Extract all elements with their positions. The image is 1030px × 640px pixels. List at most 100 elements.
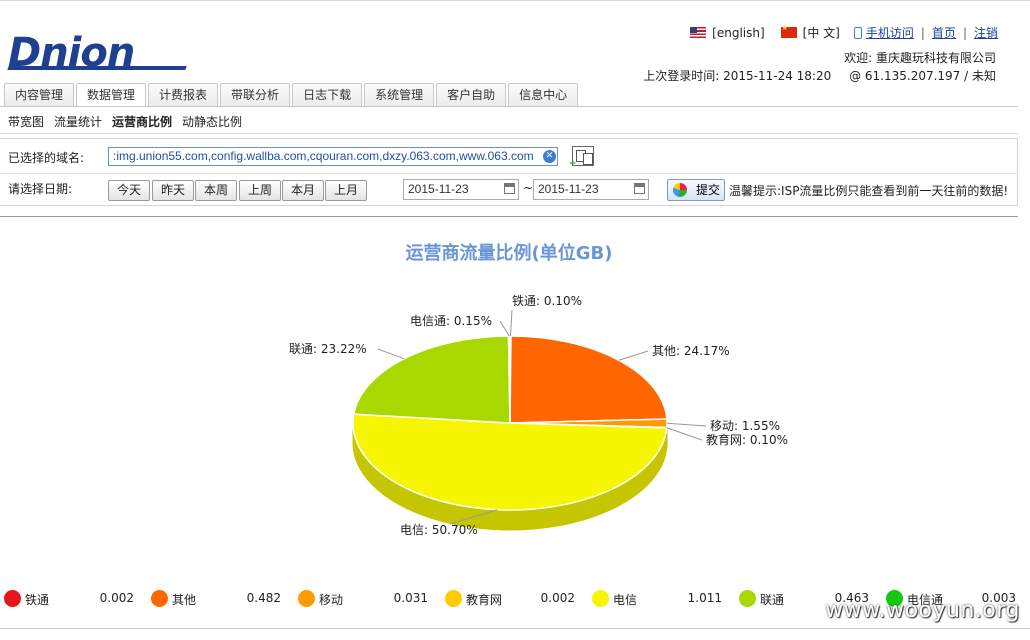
watermark: www.wooyun.org: [825, 598, 1020, 623]
subnav-bandwidth-chart[interactable]: 带宽图: [8, 115, 45, 129]
calendar-icon[interactable]: [634, 183, 645, 194]
mobile-access-link[interactable]: 手机访问: [865, 26, 914, 40]
tab-data-management[interactable]: 数据管理: [76, 83, 147, 107]
legend-color-dot: [4, 590, 21, 607]
pie-slice-5[interactable]: [352, 335, 511, 424]
isp-pie-chart: 铁通: 0.10% 其他: 24.17% 移动: 1.55%教育网: 0.10% 电信…: [289, 294, 788, 537]
last-week-button[interactable]: 上周: [239, 180, 282, 201]
pie-leader-line-1: [618, 350, 649, 361]
pie-slice-1[interactable]: [509, 335, 668, 424]
legend-color-dot: [592, 590, 609, 607]
legend-item[interactable]: 铁通 0.002: [4, 588, 151, 610]
pie-label-6: 电信通: 0.15%: [410, 314, 492, 328]
calendar-icon[interactable]: [504, 183, 515, 194]
last-month-button[interactable]: 上月: [325, 180, 368, 201]
legend-name: 教育网: [466, 593, 503, 607]
legend-name: 其他: [172, 593, 197, 607]
subnav-static-dynamic-ratio[interactable]: 动静态比例: [182, 115, 243, 129]
logo-underline: [7, 66, 187, 70]
home-link[interactable]: 首页: [931, 26, 956, 40]
logout-link[interactable]: 注销: [973, 26, 998, 40]
tab-info-center[interactable]: 信息中心: [508, 83, 579, 106]
legend-color-dot: [298, 590, 315, 607]
chart-title: 运营商流量比例(单位GB): [405, 243, 613, 264]
welcome-text: 欢迎: 重庆趣玩科技有限公司: [844, 51, 996, 65]
legend-value: 0.463: [834, 591, 869, 605]
selected-domains-input[interactable]: :img.union55.com,config.wallba.com,cqour…: [108, 147, 558, 166]
pie-label-3: 教育网: 0.10%: [706, 432, 788, 447]
date-label: 请选择日期:: [8, 182, 73, 196]
tab-bandwidth-analysis[interactable]: 带联分析: [220, 83, 291, 106]
legend-value: 0.003: [981, 591, 1016, 605]
legend-name: 电信: [613, 593, 638, 607]
submit-label: 提交: [695, 183, 720, 197]
last-login-ip: @ 61.135.207.197 / 未知: [849, 69, 996, 83]
tab-content-management[interactable]: 内容管理: [4, 83, 75, 106]
separator: |: [962, 25, 967, 40]
tab-bar-border: [0, 106, 1018, 107]
submit-button[interactable]: 提交: [667, 179, 725, 201]
end-date-input[interactable]: 2015-11-23: [533, 179, 649, 200]
separator: |: [920, 25, 925, 40]
pie-chart-icon: [673, 183, 687, 197]
tab-log-download[interactable]: 日志下载: [292, 83, 363, 106]
legend-value: 0.482: [246, 591, 281, 605]
legend-color-dot: [445, 590, 462, 607]
pie-label-5: 联通: 23.22%: [289, 342, 367, 356]
domain-label: 已选择的域名:: [8, 151, 85, 165]
chart-legend: 铁通 0.002 其他 0.482 移动 0.031 教育网 0.002 电信 1.011 联通 0.…: [0, 588, 1030, 610]
legend-item[interactable]: 移动 0.031: [298, 588, 445, 610]
yesterday-button[interactable]: 昨天: [152, 180, 195, 201]
legend-item[interactable]: 电信 1.011: [592, 588, 739, 610]
english-link[interactable]: [english]: [712, 25, 765, 40]
main-tabs: 内容管理 数据管理 计费报表 带联分析 日志下载 系统管理 客户自助 信息中心: [4, 83, 579, 107]
legend-color-dot: [151, 590, 168, 607]
legend-name: 联通: [760, 593, 785, 607]
legend-item[interactable]: 电信通 0.003: [886, 588, 1030, 610]
legend-value: 0.002: [99, 591, 134, 605]
tip-text: 温馨提示:ISP流量比例只能查看到前一天往前的数据!: [729, 184, 1009, 198]
tab-customer-self-service[interactable]: 客户自助: [436, 83, 507, 106]
domain-row: 已选择的域名: :img.union55.com,config.wallba.c…: [0, 139, 1018, 174]
subnav-traffic-stats[interactable]: 流量统计: [54, 115, 103, 129]
dnion-logo[interactable]: Dnion: [7, 30, 188, 76]
legend-name: 铁通: [25, 593, 50, 607]
pie-leader-line-3: [666, 427, 703, 441]
legend-value: 0.002: [540, 591, 575, 605]
pie-label-0: 铁通: 0.10%: [512, 294, 582, 308]
date-range-separator: ~: [523, 181, 534, 195]
legend-color-dot: [886, 590, 903, 607]
us-flag-icon: [690, 27, 707, 38]
legend-item[interactable]: 教育网 0.002: [445, 588, 592, 610]
top-links: [english] [中 文] 手机访问 | 首页 | 注销: [690, 24, 998, 41]
sub-navigation: 带宽图 流量统计 运营商比例 动静态比例: [8, 113, 242, 130]
last-login-info: 上次登录时间: 2015-11-24 18:20 @ 61.135.207.19…: [643, 67, 996, 84]
tab-system-management[interactable]: 系统管理: [364, 83, 435, 106]
pie-label-4: 电信: 50.70%: [400, 523, 478, 537]
query-form: 已选择的域名: :img.union55.com,config.wallba.c…: [0, 138, 1018, 206]
chinese-link[interactable]: [中 文]: [802, 26, 840, 40]
legend-value: 0.031: [393, 591, 428, 605]
subnav-border: [0, 133, 1018, 134]
pie-leader-line-6: [499, 320, 510, 337]
today-button[interactable]: 今天: [108, 180, 151, 201]
legend-color-dot: [739, 590, 756, 607]
subnav-isp-ratio[interactable]: 运营商比例: [112, 115, 173, 129]
pie-leader-line-4: [449, 509, 498, 525]
this-month-button[interactable]: 本月: [282, 180, 325, 201]
mobile-phone-icon: [853, 26, 862, 39]
clear-icon[interactable]: ✕: [543, 150, 556, 163]
legend-item[interactable]: 联通 0.463: [739, 588, 886, 610]
pie-leader-line-0: [509, 309, 513, 337]
content-divider: [0, 216, 1018, 217]
pie-label-1: 其他: 24.17%: [652, 344, 730, 358]
this-week-button[interactable]: 本周: [195, 180, 238, 201]
select-domains-icon[interactable]: [572, 146, 594, 166]
pie-leader-line-5: [377, 348, 405, 360]
last-login-time: 上次登录时间: 2015-11-24 18:20: [643, 69, 832, 83]
bottom-border: [0, 628, 1030, 629]
legend-item[interactable]: 其他 0.482: [151, 588, 298, 610]
start-date-input[interactable]: 2015-11-23: [403, 179, 519, 200]
tab-billing-report[interactable]: 计费报表: [148, 83, 219, 106]
top-border: [0, 0, 1030, 1]
